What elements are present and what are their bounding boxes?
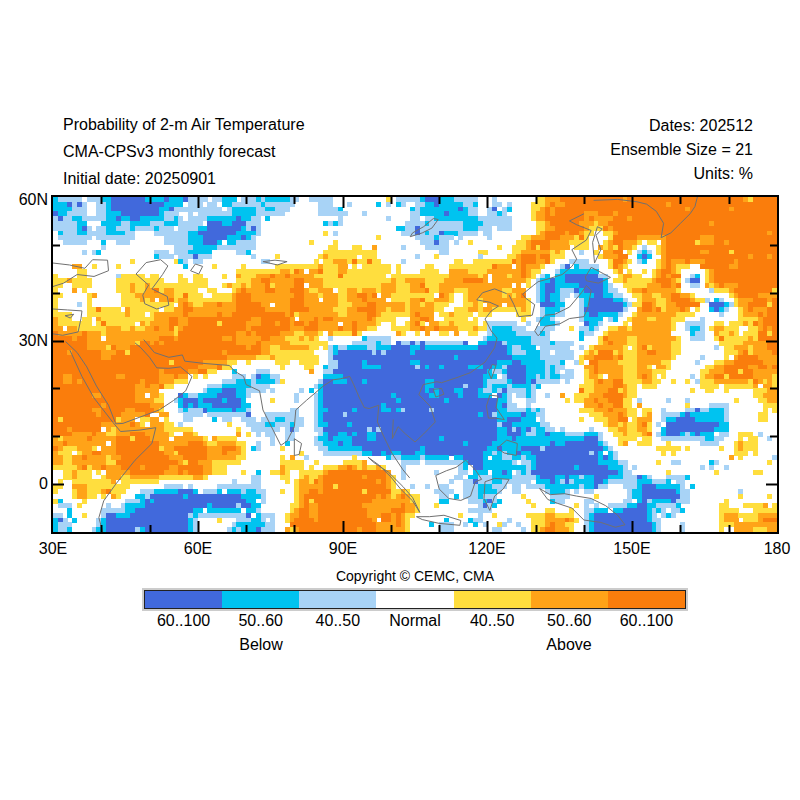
legend-segment-0	[145, 591, 222, 608]
legend-segment-label-2: 40..50	[299, 612, 376, 630]
x-axis-label-30e: 30E	[18, 540, 88, 558]
y-axis-label-60n: 60N	[0, 191, 48, 209]
initial-date: Initial date: 20250901	[63, 165, 305, 192]
legend-segment-label-4: 40..50	[454, 612, 531, 630]
legend-segment-3	[376, 591, 453, 608]
chart-title: Probability of 2-m Air Temperature	[63, 111, 305, 138]
units-label: Units: %	[500, 162, 753, 186]
x-axis-label-60e: 60E	[163, 540, 233, 558]
legend-colorbar	[144, 590, 686, 609]
legend-segment-label-1: 50..60	[222, 612, 299, 630]
title-block: Probability of 2-m Air Temperature CMA-C…	[63, 111, 305, 192]
legend-above-label: Above	[509, 636, 629, 654]
legend-segment-label-0: 60..100	[145, 612, 222, 630]
legend-segment-6	[608, 591, 685, 608]
legend-segment-2	[299, 591, 376, 608]
meta-block: Dates: 202512 Ensemble Size = 21 Units: …	[500, 114, 753, 186]
legend-segment-label-5: 50..60	[531, 612, 608, 630]
legend-labels-row: 60..10050..6040..50Normal40..5050..6060.…	[145, 612, 685, 630]
legend-segment-label-3: Normal	[376, 612, 453, 630]
dates-label: Dates: 202512	[500, 114, 753, 138]
legend-colorbar-frame	[142, 588, 688, 611]
legend-segment-4	[454, 591, 531, 608]
x-axis-label-150e: 150E	[597, 540, 667, 558]
ensemble-size-label: Ensemble Size = 21	[500, 138, 753, 162]
probability-map	[53, 197, 777, 532]
copyright-text: Copyright © CEMC, CMA	[215, 568, 615, 584]
y-axis-label-30n: 30N	[0, 332, 48, 350]
legend-segment-1	[222, 591, 299, 608]
x-axis-label-120e: 120E	[452, 540, 522, 558]
legend-below-label: Below	[201, 636, 321, 654]
map-plot-area	[51, 195, 779, 534]
legend-segment-label-6: 60..100	[608, 612, 685, 630]
y-axis-label-0: 0	[0, 475, 48, 493]
x-axis-label-180: 180	[742, 540, 800, 558]
legend-segment-5	[531, 591, 608, 608]
x-axis-label-90e: 90E	[308, 540, 378, 558]
model-subtitle: CMA-CPSv3 monthly forecast	[63, 138, 305, 165]
